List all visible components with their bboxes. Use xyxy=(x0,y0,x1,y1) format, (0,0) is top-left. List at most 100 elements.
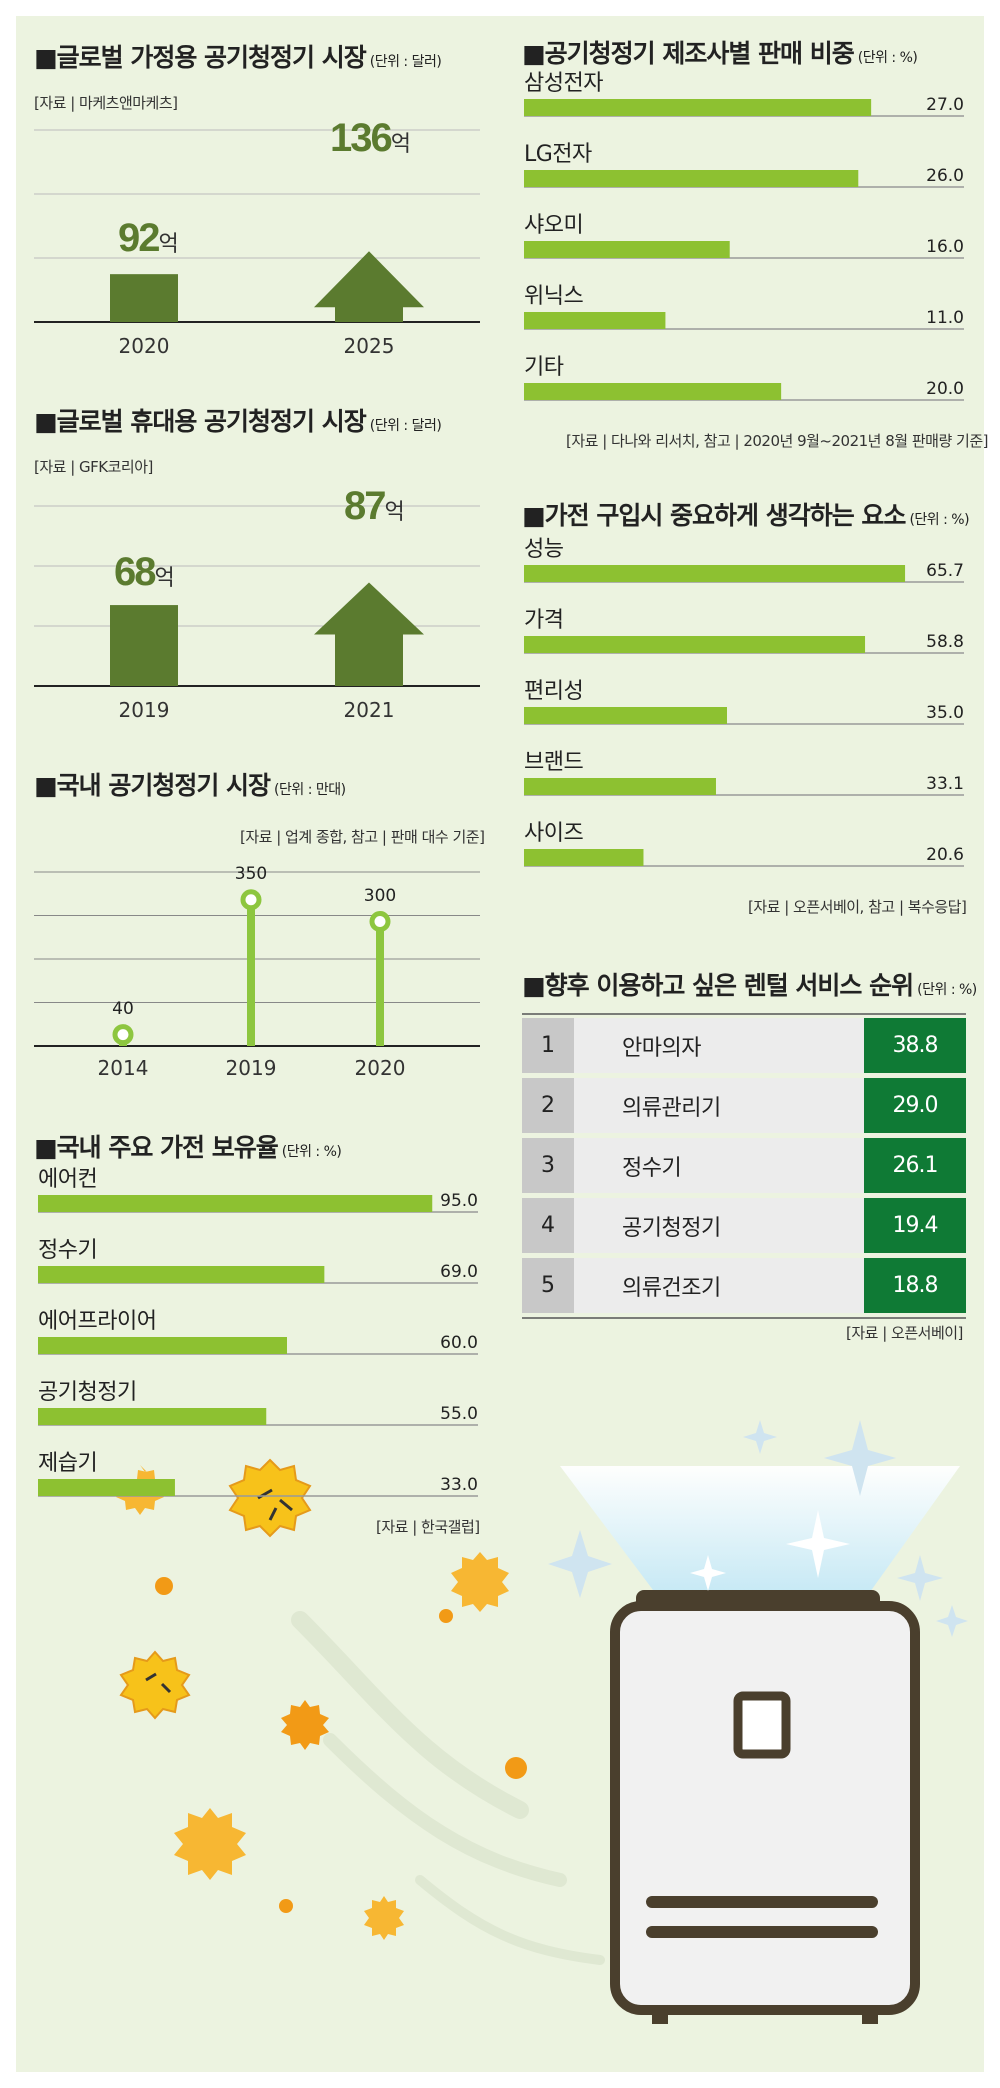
rank-service-name: 의류관리기 xyxy=(574,1078,886,1133)
table-row: 3 정수기 26.1 xyxy=(522,1138,966,1193)
rank-value: 18.8 xyxy=(864,1258,966,1313)
bar-label-브랜드: 브랜드 xyxy=(524,750,584,775)
sparkle-icon xyxy=(548,1530,612,1598)
wind-swoosh-1 xyxy=(291,1611,529,1819)
x-tick-label-2020: 2020 xyxy=(354,1056,406,1080)
maker-share-title: ■공기청정기 제조사별 판매 비중 (단위 : %) xyxy=(522,34,918,70)
bar-label-제습기: 제습기 xyxy=(38,1451,98,1476)
home-purifier-bar-value-suffix: 억 xyxy=(158,232,179,257)
air-purifier-foot-left-icon xyxy=(652,2008,668,2024)
portable-purifier-title: ■글로벌 휴대용 공기청정기 시장 (단위 : 달러) xyxy=(34,402,442,438)
portable-purifier-source: [자료 | GFK코리아] xyxy=(34,458,153,476)
chart-appliance-ownership xyxy=(38,1195,478,1497)
bar-value-브랜드: 33.1 xyxy=(926,774,964,794)
appliance-ownership-title-text: ■국내 주요 가전 보유율 xyxy=(34,1133,279,1162)
lollipop-dot-2014 xyxy=(112,1024,134,1046)
rank-value: 19.4 xyxy=(864,1198,966,1253)
bar-value-기타: 20.0 xyxy=(926,379,964,399)
data-label-2014: 40 xyxy=(112,998,134,1019)
bar-value-공기청정기: 55.0 xyxy=(440,1404,478,1424)
bar-샤오미 xyxy=(524,241,730,258)
bar-성능 xyxy=(524,565,906,582)
data-label-2019: 350 xyxy=(234,863,268,884)
bar-value-정수기: 69.0 xyxy=(440,1262,478,1282)
bar-공기청정기 xyxy=(38,1408,267,1425)
x-tick-label-2020: 2020 xyxy=(118,334,170,358)
domestic-market-title: ■국내 공기청정기 시장 (단위 : 만대) xyxy=(34,766,346,802)
dust-face-icon xyxy=(145,1672,172,1694)
portable-purifier-bar-value-suffix: 억 xyxy=(154,566,175,591)
dust-particle-icon xyxy=(228,1458,312,1538)
bar-value-LG전자: 26.0 xyxy=(926,166,964,186)
home-purifier-arrow-value-number: 136 xyxy=(330,116,393,160)
maker-share-source: [자료 | 다나와 리서치, 참고 | 2020년 9월~2021년 8월 판매… xyxy=(566,432,988,450)
domestic-market-source: [자료 | 업계 종합, 참고 | 판매 대수 기준] xyxy=(240,828,485,846)
dust-particle-icon xyxy=(364,1896,404,1940)
white-sparkle-group xyxy=(690,1510,850,1591)
x-tick-label-2019: 2019 xyxy=(225,1056,277,1080)
bar-2020 xyxy=(110,274,178,322)
rank-value: 29.0 xyxy=(864,1078,966,1133)
rank-service-name: 안마의자 xyxy=(574,1018,886,1073)
bar-기타 xyxy=(524,383,782,400)
bar-label-LG전자: LG전자 xyxy=(524,142,592,167)
bar-value-제습기: 33.0 xyxy=(440,1475,478,1495)
rank-number: 3 xyxy=(522,1138,574,1193)
portable-purifier-bar-value: 68억 xyxy=(114,550,175,595)
rank-number: 2 xyxy=(522,1078,574,1133)
bar-label-위닉스: 위닉스 xyxy=(524,284,584,309)
portable-purifier-unit: (단위 : 달러) xyxy=(369,418,442,434)
lollipop-dot-2019 xyxy=(240,889,262,911)
rank-service-name: 정수기 xyxy=(574,1138,886,1193)
bar-가격 xyxy=(524,636,866,653)
rank-service-name: 공기청정기 xyxy=(574,1198,886,1253)
sparkle-icon xyxy=(786,1510,850,1578)
rental-ranking-title: ■향후 이용하고 싶은 렌털 서비스 순위 (단위 : %) xyxy=(522,966,977,1002)
air-purifier-illustration xyxy=(610,1590,920,2024)
bar-value-에어프라이어: 60.0 xyxy=(440,1333,478,1353)
sparkle-icon xyxy=(690,1555,726,1591)
bar-value-위닉스: 11.0 xyxy=(926,308,964,328)
purified-air-cone xyxy=(560,1466,960,1606)
bar-value-사이즈: 20.6 xyxy=(926,845,964,865)
dust-dot-icon xyxy=(155,1577,173,1595)
dust-particles xyxy=(116,1458,527,1940)
table-row: 4 공기청정기 19.4 xyxy=(522,1198,966,1253)
arrow-bar-2021 xyxy=(314,582,424,686)
table-row: 5 의류건조기 18.8 xyxy=(522,1258,966,1313)
bar-편리성 xyxy=(524,707,727,724)
bar-label-사이즈: 사이즈 xyxy=(524,821,584,846)
domestic-market-title-text: ■국내 공기청정기 시장 xyxy=(34,771,271,800)
air-purifier-display-icon xyxy=(733,1691,791,1759)
domestic-market-unit: (단위 : 만대) xyxy=(274,782,346,798)
x-tick-label-2014: 2014 xyxy=(97,1056,149,1080)
home-purifier-arrow-value-suffix: 억 xyxy=(390,132,411,157)
bar-label-성능: 성능 xyxy=(524,537,564,562)
dust-particle-icon xyxy=(451,1552,509,1612)
dust-particle-icon xyxy=(119,1650,191,1720)
portable-purifier-title-text: ■글로벌 휴대용 공기청정기 시장 xyxy=(34,407,367,436)
rank-number: 4 xyxy=(522,1198,574,1253)
sparkle-icon xyxy=(897,1555,943,1601)
wind-swoosh-2 xyxy=(323,1733,567,1887)
bar-value-삼성전자: 27.0 xyxy=(926,95,964,115)
dust-dot-icon xyxy=(505,1757,527,1779)
bar-value-성능: 65.7 xyxy=(926,561,964,581)
home-purifier-title-text: ■글로벌 가정용 공기청정기 시장 xyxy=(34,43,367,72)
rank-value: 38.8 xyxy=(864,1018,966,1073)
table-row: 2 의류관리기 29.0 xyxy=(522,1078,966,1133)
bar-위닉스 xyxy=(524,312,666,329)
rank-value: 26.1 xyxy=(864,1138,966,1193)
home-purifier-source: [자료 | 마케츠앤마케츠] xyxy=(34,94,178,112)
rental-table-lines xyxy=(522,1013,966,1319)
portable-purifier-arrow-value-suffix: 억 xyxy=(384,500,405,525)
data-label-2020: 300 xyxy=(363,885,397,906)
maker-share-title-text: ■공기청정기 제조사별 판매 비중 xyxy=(522,39,855,68)
sparkle-group xyxy=(548,1420,968,1637)
chart-purchase-factors xyxy=(524,565,964,867)
bar-value-에어컨: 95.0 xyxy=(440,1191,478,1211)
dust-particle-icon xyxy=(174,1808,246,1880)
bar-삼성전자 xyxy=(524,99,872,116)
bar-value-편리성: 35.0 xyxy=(926,703,964,723)
